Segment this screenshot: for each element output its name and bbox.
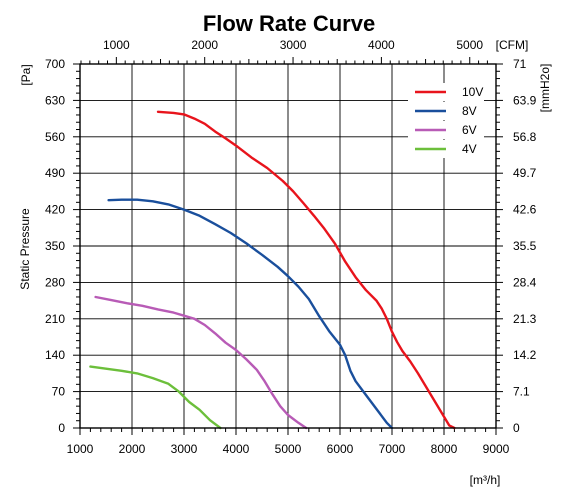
top-tick-label: 3000 [280, 38, 307, 52]
y-tick-label: 350 [45, 239, 65, 253]
right-axis-unit-label: [mmH2o] [538, 64, 552, 113]
right-tick-label: 14.2 [513, 348, 537, 362]
legend-label-8v: 8V [462, 104, 477, 118]
y-tick-label: 0 [58, 421, 65, 435]
y-tick-label: 700 [45, 57, 65, 71]
right-tick-label: 28.4 [513, 275, 537, 289]
y-tick-label: 630 [45, 93, 65, 107]
legend-label-4v: 4V [462, 142, 477, 156]
right-tick-label: 71 [513, 57, 527, 71]
series-line-6v [94, 295, 308, 430]
y-tick-label: 490 [45, 166, 65, 180]
x-tick-label: 7000 [379, 442, 406, 456]
y-axis-title: Static Pressure [18, 208, 32, 290]
top-axis-unit-label: [CFM] [496, 38, 529, 52]
ticks-layer: 1000 2000 3000 4000 5000 6000 7000 8000 90000701… [45, 38, 537, 456]
top-tick-label: 2000 [191, 38, 218, 52]
x-tick-label: 1000 [67, 442, 94, 456]
x-tick-label: 9000 [483, 442, 510, 456]
x-tick-label: 4000 [223, 442, 250, 456]
x-axis-unit-label: [m³/h] [470, 473, 501, 487]
right-tick-label: 56.8 [513, 130, 537, 144]
chart-title: Flow Rate Curve [203, 11, 375, 36]
left-axis-unit-label: [Pa] [19, 64, 33, 85]
y-tick-label: 420 [45, 203, 65, 217]
right-tick-label: 7.1 [513, 385, 530, 399]
x-tick-label: 6000 [327, 442, 354, 456]
series-layer [89, 110, 456, 430]
x-tick-label: 2000 [119, 442, 146, 456]
series-line-4v [89, 365, 222, 430]
right-tick-label: 49.7 [513, 166, 537, 180]
legend: 10V 8V 6V 4V [408, 83, 484, 158]
plot-frame [79, 63, 497, 429]
x-tick-label: 5000 [275, 442, 302, 456]
legend-label-10v: 10V [462, 85, 483, 99]
x-tick-label: 3000 [171, 442, 198, 456]
y-tick-label: 210 [45, 312, 65, 326]
y-tick-label: 70 [52, 385, 66, 399]
right-tick-label: 0 [513, 421, 520, 435]
series-line-10v [156, 110, 456, 430]
y-tick-label: 140 [45, 348, 65, 362]
top-tick-label: 4000 [368, 38, 395, 52]
top-tick-label: 5000 [456, 38, 483, 52]
x-tick-label: 8000 [431, 442, 458, 456]
right-tick-label: 42.6 [513, 203, 537, 217]
right-tick-label: 63.9 [513, 93, 537, 107]
top-tick-label: 1000 [103, 38, 130, 52]
grid-layer [80, 64, 496, 428]
right-tick-label: 35.5 [513, 239, 537, 253]
y-tick-label: 280 [45, 275, 65, 289]
legend-label-6v: 6V [462, 123, 477, 137]
y-tick-label: 560 [45, 130, 65, 144]
series-line-8v [107, 198, 394, 430]
right-tick-label: 21.3 [513, 312, 537, 326]
